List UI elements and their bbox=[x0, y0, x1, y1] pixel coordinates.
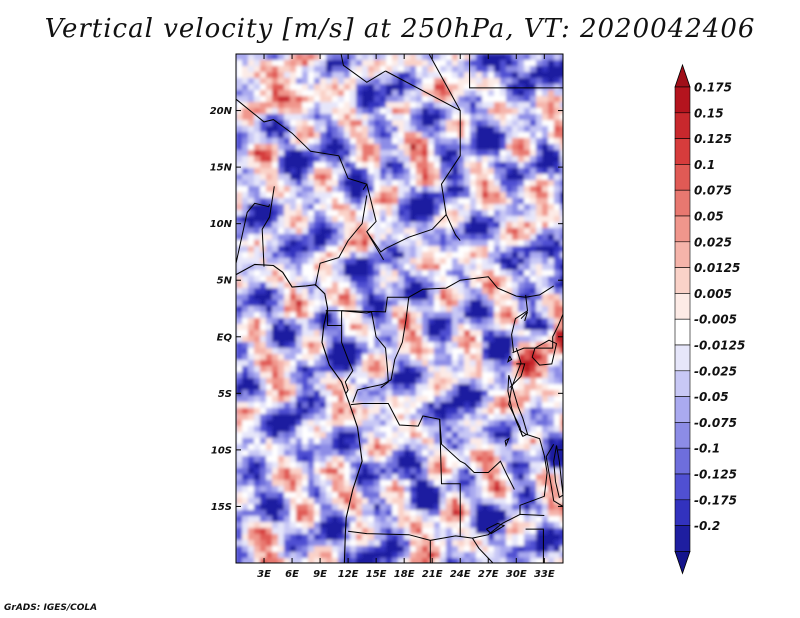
colorbar-swatch bbox=[674, 241, 691, 268]
border-line bbox=[236, 98, 368, 190]
border-line bbox=[348, 530, 473, 541]
border-line bbox=[545, 443, 563, 507]
border-line bbox=[439, 419, 461, 537]
coastline bbox=[236, 263, 363, 563]
border-line bbox=[236, 202, 271, 264]
colorbar-swatch bbox=[674, 396, 691, 423]
colorbar-swatch bbox=[674, 86, 691, 114]
lat-tick-label: 10N bbox=[210, 219, 233, 230]
lon-tick-label: 15E bbox=[366, 569, 387, 580]
colorbar-swatch bbox=[674, 344, 691, 372]
colorbar-label: 0.15 bbox=[694, 106, 724, 120]
border-line bbox=[341, 325, 354, 394]
colorbar-label: -0.2 bbox=[694, 519, 720, 533]
colorbar-label: -0.025 bbox=[694, 364, 737, 378]
border-line bbox=[366, 183, 447, 253]
lon-tick-label: 21E bbox=[422, 569, 443, 580]
colorbar-swatch bbox=[674, 189, 691, 217]
lon-tick-label: 30E bbox=[506, 569, 527, 580]
border-line bbox=[508, 347, 523, 436]
border-line bbox=[511, 294, 529, 352]
colorbar-swatch bbox=[674, 370, 691, 397]
colorbar-label: -0.005 bbox=[694, 313, 737, 327]
colorbar-swatch bbox=[674, 525, 691, 552]
lat-tick-label: 5N bbox=[217, 276, 233, 287]
border-line bbox=[512, 314, 563, 354]
velocity-field bbox=[236, 54, 563, 563]
lon-tick-label: 9E bbox=[313, 569, 327, 580]
border-line bbox=[341, 310, 372, 314]
lat-tick-label: 15S bbox=[211, 502, 232, 513]
border-line bbox=[509, 363, 526, 389]
lat-tick-label: EQ bbox=[217, 332, 233, 343]
colorbar-swatch bbox=[674, 215, 691, 243]
border-line bbox=[525, 528, 544, 563]
colorbar-label: 0.175 bbox=[694, 81, 732, 95]
lat-tick-label: 10S bbox=[211, 445, 232, 456]
colorbar-label: -0.0125 bbox=[694, 339, 745, 353]
lat-tick-label: 5S bbox=[218, 389, 232, 400]
colorbar-swatch bbox=[674, 293, 691, 320]
colorbar-swatch bbox=[674, 422, 691, 449]
grads-credit: GrADS: IGES/COLA bbox=[4, 603, 98, 613]
colorbar-top-arrow bbox=[674, 63, 691, 88]
lat-tick-label: 15N bbox=[210, 163, 233, 174]
lon-tick-label: 18E bbox=[394, 569, 415, 580]
lon-tick-label: 3E bbox=[257, 569, 271, 580]
colorbar-swatch bbox=[674, 499, 691, 526]
lon-tick-label: 24E bbox=[450, 569, 471, 580]
colorbar-bottom-arrow bbox=[674, 551, 691, 575]
border-line bbox=[314, 195, 368, 287]
colorbar-label: 0.125 bbox=[694, 132, 732, 146]
border-line bbox=[352, 297, 410, 403]
lat-tick-label: 20N bbox=[210, 106, 233, 117]
colorbar-label: 0.0125 bbox=[694, 261, 740, 275]
colorbar-swatch bbox=[674, 164, 691, 191]
lon-tick-label: 12E bbox=[338, 569, 359, 580]
colorbar-swatch bbox=[674, 447, 691, 475]
lon-tick-label: 33E bbox=[534, 569, 555, 580]
border-line bbox=[327, 310, 343, 326]
colorbar-label: -0.175 bbox=[694, 493, 737, 507]
colorbar-label: 0.1 bbox=[694, 158, 715, 172]
colorbar-swatch bbox=[674, 138, 691, 165]
chart-title: Vertical velocity [m/s] at 250hPa, VT: 2… bbox=[44, 14, 756, 44]
colorbar-label: 0.075 bbox=[694, 184, 732, 198]
border-line bbox=[350, 403, 515, 490]
colorbar-label: 0.025 bbox=[694, 235, 732, 249]
colorbar-swatch bbox=[674, 112, 691, 139]
colorbar-label: -0.075 bbox=[694, 416, 737, 430]
border-line bbox=[469, 54, 563, 89]
border-line bbox=[518, 429, 545, 456]
lake-outline bbox=[486, 522, 506, 535]
border-line bbox=[325, 276, 554, 313]
colorbar-swatch bbox=[674, 267, 691, 294]
lake-outline bbox=[553, 445, 563, 499]
lake-outline bbox=[531, 339, 558, 366]
border-line bbox=[366, 231, 385, 261]
lake-outline bbox=[520, 311, 528, 322]
border-line bbox=[371, 311, 389, 389]
longitude-axis: 3E 6E 9E 12E 15E 18E 21E 24E 27E 30E 33E bbox=[257, 54, 555, 580]
country-borders bbox=[236, 54, 563, 563]
colorbar-label: -0.1 bbox=[694, 442, 720, 456]
colorbar-swatch bbox=[674, 473, 691, 501]
border-line bbox=[261, 186, 275, 267]
colorbar-label: 0.05 bbox=[694, 210, 724, 224]
lon-tick-label: 27E bbox=[478, 569, 499, 580]
map-frame bbox=[235, 53, 564, 564]
colorbar-label: 0.005 bbox=[694, 287, 732, 301]
latitude-axis: 20N 15N 10N 5N EQ 5S 10S 15S bbox=[210, 106, 563, 513]
colorbar-swatch bbox=[674, 318, 691, 346]
colorbar-label: -0.05 bbox=[694, 390, 729, 404]
lake-outline bbox=[504, 437, 510, 448]
colorbar: 0.175 0.15 0.125 0.1 0.075 0.05 0.025 0.0125 0.0… bbox=[674, 63, 745, 575]
lake-outline bbox=[507, 355, 513, 363]
lon-tick-label: 6E bbox=[285, 569, 299, 580]
colorbar-label: -0.125 bbox=[694, 468, 737, 482]
border-line bbox=[519, 513, 545, 516]
lake-outline bbox=[507, 375, 529, 437]
